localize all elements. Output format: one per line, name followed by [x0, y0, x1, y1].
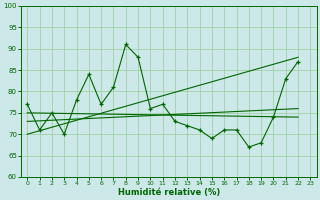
X-axis label: Humidité relative (%): Humidité relative (%)	[118, 188, 220, 197]
